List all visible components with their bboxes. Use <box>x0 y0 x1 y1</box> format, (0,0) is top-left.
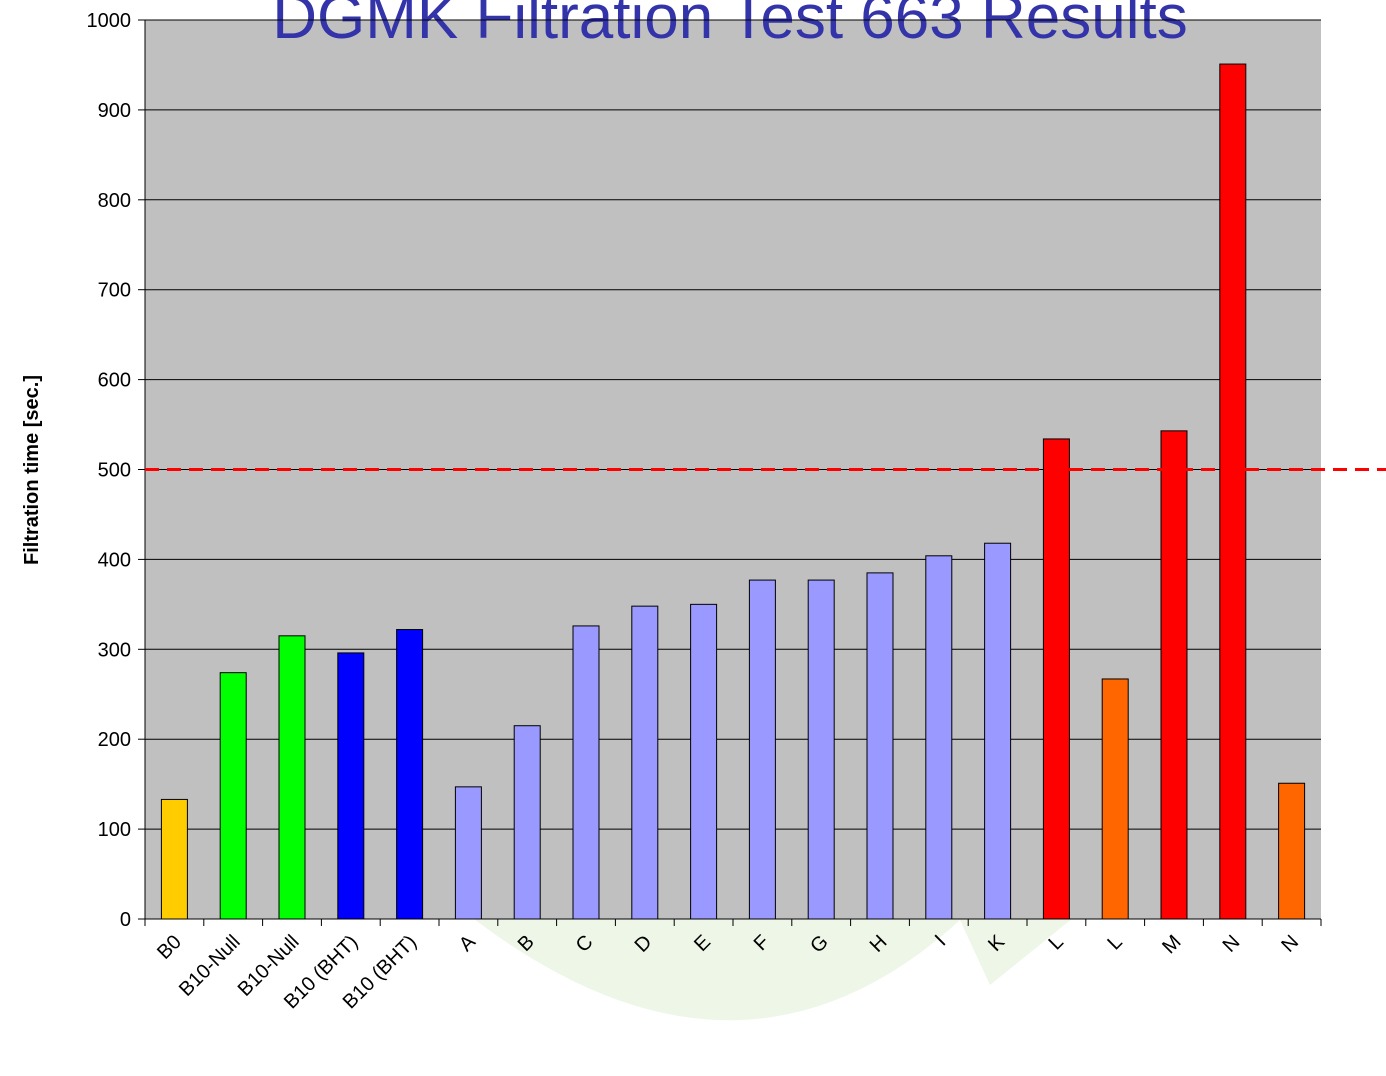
x-tick-label: B0 <box>153 931 186 964</box>
x-tick-label: L <box>1103 931 1126 954</box>
x-tick-label: N <box>1219 931 1245 957</box>
y-tick-label: 500 <box>98 460 131 482</box>
x-tick-label: N <box>1277 931 1303 957</box>
x-tick-label: M <box>1158 931 1185 958</box>
bar <box>454 786 482 920</box>
bar <box>631 605 659 920</box>
bar <box>278 635 306 920</box>
bar <box>984 542 1012 920</box>
y-tick-label: 200 <box>98 729 131 751</box>
bar <box>572 625 600 920</box>
bar <box>1101 678 1129 920</box>
bar <box>160 798 188 920</box>
bar <box>690 603 718 920</box>
bar <box>748 579 776 920</box>
y-tick-label: 400 <box>98 549 131 571</box>
x-tick-label: L <box>1045 931 1068 954</box>
y-tick-label: 100 <box>98 819 131 841</box>
y-tick-label: 800 <box>98 190 131 212</box>
bar <box>396 629 424 920</box>
y-tick-label: 300 <box>98 639 131 661</box>
bar <box>1219 63 1247 920</box>
y-tick-label: 0 <box>120 909 131 931</box>
y-axis-label: Filtration time [sec.] <box>21 375 43 565</box>
bar <box>1278 782 1306 920</box>
x-tick-label: B10-Null <box>175 931 245 1001</box>
bar <box>513 725 541 920</box>
y-tick-label: 600 <box>98 370 131 392</box>
bar <box>337 652 365 920</box>
bar <box>925 555 953 920</box>
y-tick-label: 700 <box>98 280 131 302</box>
bar <box>1042 438 1070 920</box>
bar <box>807 579 835 920</box>
bar <box>219 672 247 920</box>
bar <box>866 572 894 920</box>
x-tick-label: A <box>455 931 480 956</box>
y-tick-label: 1000 <box>87 10 132 32</box>
bar <box>1160 430 1188 920</box>
y-tick-label: 900 <box>98 100 131 122</box>
chart-title: DGMK Filtration Test 663 Results <box>272 0 1187 52</box>
